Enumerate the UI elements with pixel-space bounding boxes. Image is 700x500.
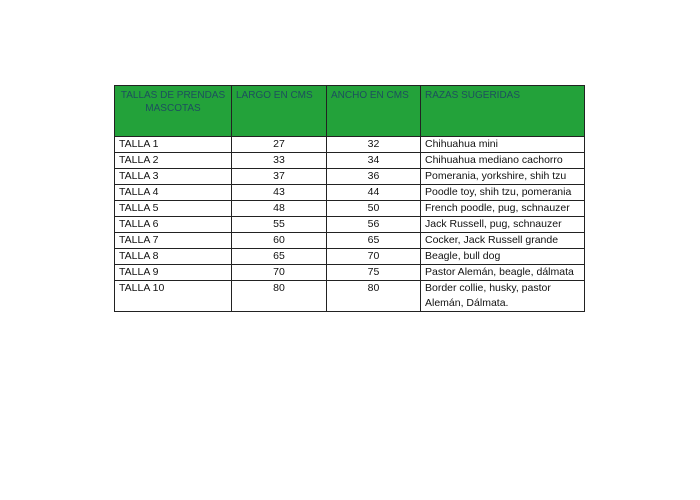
- table-row: TALLA 2 33 34 Chihuahua mediano cachorro: [114, 152, 585, 169]
- breeds-cell: Pomerania, yorkshire, shih tzu: [420, 168, 585, 185]
- width-cell: 50: [326, 200, 421, 217]
- breeds-cell: Cocker, Jack Russell grande: [420, 232, 585, 249]
- width-cell: 65: [326, 232, 421, 249]
- table-row: TALLA 1 27 32 Chihuahua mini: [114, 136, 585, 153]
- length-cell: 37: [231, 168, 327, 185]
- table-row: TALLA 3 37 36 Pomerania, yorkshire, shih tz…: [114, 168, 585, 185]
- length-cell: 33: [231, 152, 327, 169]
- size-cell: TALLA 7: [114, 232, 232, 249]
- length-cell: 70: [231, 264, 327, 281]
- breeds-cell: Chihuahua mini: [420, 136, 585, 153]
- size-cell: TALLA 6: [114, 216, 232, 233]
- width-cell: 70: [326, 248, 421, 265]
- header-row: TALLAS DE PRENDAS MASCOTAS LARGO EN CMS …: [114, 85, 585, 137]
- size-cell: TALLA 8: [114, 248, 232, 265]
- width-cell: 75: [326, 264, 421, 281]
- table-row: TALLA 5 48 50 French poodle, pug, schnauzer: [114, 200, 585, 217]
- breeds-cell: French poodle, pug, schnauzer: [420, 200, 585, 217]
- length-cell: 65: [231, 248, 327, 265]
- header-length: LARGO EN CMS: [231, 85, 327, 137]
- width-cell: 80: [326, 280, 421, 312]
- breeds-cell: Chihuahua mediano cachorro: [420, 152, 585, 169]
- breeds-cell: Pastor Alemán, beagle, dálmata: [420, 264, 585, 281]
- header-breeds: RAZAS SUGERIDAS: [420, 85, 585, 137]
- size-cell: TALLA 1: [114, 136, 232, 153]
- size-cell: TALLA 2: [114, 152, 232, 169]
- size-cell: TALLA 9: [114, 264, 232, 281]
- breeds-cell: Poodle toy, shih tzu, pomerania: [420, 184, 585, 201]
- table-row: TALLA 7 60 65 Cocker, Jack Russell grande: [114, 232, 585, 249]
- width-cell: 56: [326, 216, 421, 233]
- size-cell: TALLA 10: [114, 280, 232, 312]
- breeds-cell: Jack Russell, pug, schnauzer: [420, 216, 585, 233]
- sizes-table: TALLAS DE PRENDAS MASCOTAS LARGO EN CMS …: [114, 85, 585, 312]
- width-cell: 32: [326, 136, 421, 153]
- size-cell: TALLA 5: [114, 200, 232, 217]
- length-cell: 55: [231, 216, 327, 233]
- table-row: TALLA 9 70 75 Pastor Alemán, beagle, dálmat…: [114, 264, 585, 281]
- table-row: TALLA 10 80 80 Border collie, husky, pastor…: [114, 280, 585, 312]
- size-cell: TALLA 3: [114, 168, 232, 185]
- size-cell: TALLA 4: [114, 184, 232, 201]
- breeds-cell: Border collie, husky, pastor Alemán, Dál…: [420, 280, 585, 312]
- header-width: ANCHO EN CMS: [326, 85, 421, 137]
- table-row: TALLA 6 55 56 Jack Russell, pug, schnauzer: [114, 216, 585, 233]
- length-cell: 27: [231, 136, 327, 153]
- header-size: TALLAS DE PRENDAS MASCOTAS: [114, 85, 232, 137]
- breeds-cell: Beagle, bull dog: [420, 248, 585, 265]
- length-cell: 48: [231, 200, 327, 217]
- width-cell: 36: [326, 168, 421, 185]
- width-cell: 34: [326, 152, 421, 169]
- table-row: TALLA 8 65 70 Beagle, bull dog: [114, 248, 585, 265]
- width-cell: 44: [326, 184, 421, 201]
- length-cell: 43: [231, 184, 327, 201]
- length-cell: 60: [231, 232, 327, 249]
- length-cell: 80: [231, 280, 327, 312]
- table-row: TALLA 4 43 44 Poodle toy, shih tzu, pomeran…: [114, 184, 585, 201]
